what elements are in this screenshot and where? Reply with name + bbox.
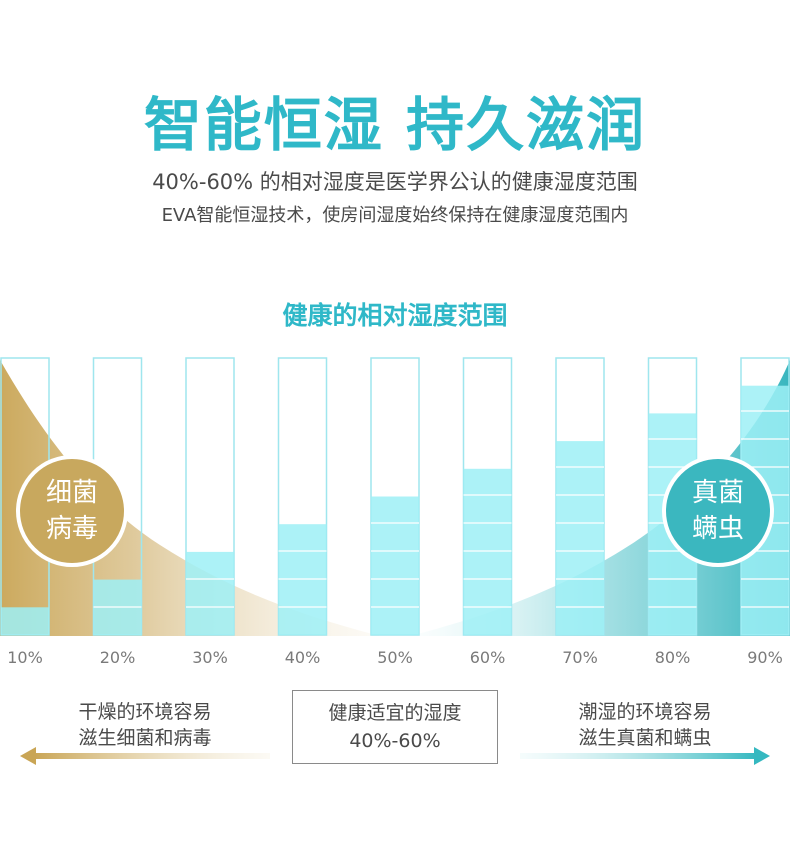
dry-environment-note: 干燥的环境容易 滋生细菌和病毒 bbox=[40, 699, 250, 751]
x-tick-label: 60% bbox=[469, 648, 506, 667]
chart-title: 健康的相对湿度范围 bbox=[282, 301, 508, 330]
bar-50% bbox=[371, 496, 419, 635]
headline: 智能恒湿 持久滋润 bbox=[143, 91, 647, 159]
x-tick-label: 90% bbox=[747, 648, 783, 667]
badge-text-virus: 病毒 bbox=[45, 514, 98, 544]
dry-zone-curve bbox=[0, 360, 380, 636]
subtitle-line-1: 40%-60% 的相对湿度是医学界公认的健康湿度范围 bbox=[152, 170, 638, 194]
x-tick-label: 80% bbox=[654, 648, 691, 667]
x-tick-label: 10% bbox=[7, 648, 43, 667]
badge-text-fungi: 真菌 bbox=[691, 478, 744, 508]
healthy-note-line-1: 健康适宜的湿度 bbox=[328, 702, 462, 724]
left-arrow-icon bbox=[20, 747, 270, 765]
bar-10% bbox=[1, 607, 49, 635]
dry-note-line-1: 干燥的环境容易 bbox=[78, 701, 212, 723]
subtitle-line-2: EVA智能恒湿技术，使房间湿度始终保持在健康湿度范围内 bbox=[161, 205, 629, 226]
healthy-range-box: 健康适宜的湿度 40%-60% bbox=[292, 690, 498, 764]
bar-70% bbox=[556, 441, 604, 635]
x-tick-label: 50% bbox=[377, 648, 413, 667]
x-tick-label: 40% bbox=[284, 648, 321, 667]
right-arrow-icon bbox=[520, 747, 770, 765]
fungi-mites-badge: 真菌 螨虫 bbox=[662, 455, 774, 567]
bar-60% bbox=[463, 468, 512, 635]
badge-text-mites: 螨虫 bbox=[691, 514, 744, 544]
bar-30% bbox=[186, 551, 234, 635]
wet-note-line-1: 潮湿的环境容易 bbox=[578, 701, 712, 723]
humidity-arrows bbox=[20, 747, 770, 765]
humidity-chart bbox=[0, 357, 790, 636]
wet-environment-note: 潮湿的环境容易 滋生真菌和螨虫 bbox=[540, 699, 750, 751]
dry-note-line-2: 滋生细菌和病毒 bbox=[78, 727, 212, 749]
x-tick-label: 70% bbox=[562, 648, 598, 667]
x-tick-label: 20% bbox=[99, 648, 136, 667]
badge-text-bacteria: 细菌 bbox=[45, 478, 98, 508]
wet-note-line-2: 滋生真菌和螨虫 bbox=[578, 727, 712, 749]
x-tick-label: 30% bbox=[192, 648, 228, 667]
bacteria-virus-badge: 细菌 病毒 bbox=[16, 455, 128, 567]
healthy-note-line-2: 40%-60% bbox=[349, 730, 441, 752]
